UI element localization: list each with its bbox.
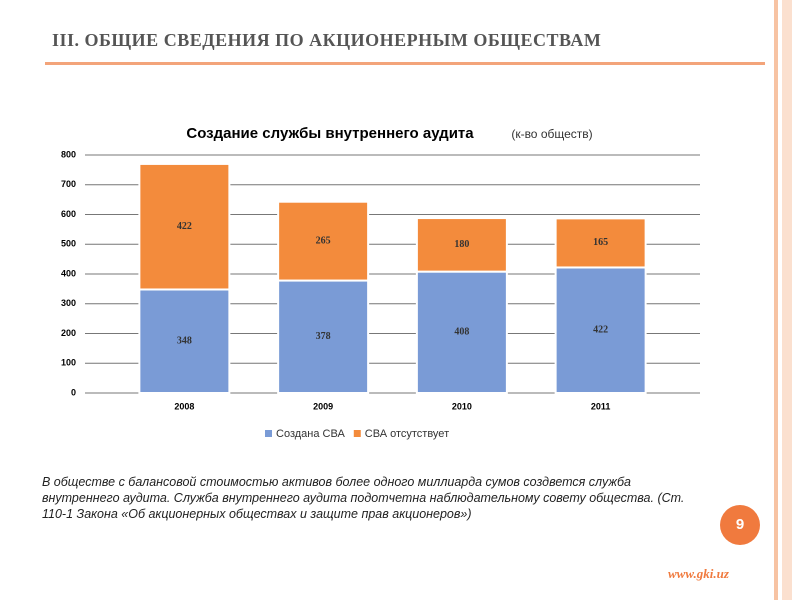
url: www.gki.uz: [668, 566, 729, 581]
value-label: 422: [177, 221, 192, 232]
note: В обществе с балансовой стоимостью актив…: [42, 475, 685, 521]
chart-title: Создание службы внутреннего аудита: [186, 125, 474, 142]
value-label: 422: [593, 325, 608, 336]
value-label: 265: [316, 235, 331, 246]
y-tick-label: 100: [61, 358, 76, 368]
chart-subtitle: (к-во обществ): [511, 127, 592, 141]
page-number: 9: [720, 505, 760, 545]
y-tick-label: 700: [61, 179, 76, 189]
bar-segment: [138, 288, 231, 394]
value-label: 408: [454, 327, 469, 338]
y-tick-label: 300: [61, 298, 76, 308]
y-tick-label: 200: [61, 328, 76, 338]
side-bar: [782, 0, 792, 600]
legend-label: Создана СВА: [276, 428, 345, 440]
value-label: 378: [316, 331, 331, 342]
legend-swatch: [353, 430, 361, 437]
y-tick-label: 400: [61, 268, 76, 278]
value-label: 180: [454, 239, 469, 250]
chart: Создание службы внутреннего аудита (к-во…: [61, 125, 700, 440]
y-tick-label: 500: [61, 239, 76, 249]
side-bar: [774, 0, 778, 600]
x-tick-label: 2011: [591, 401, 611, 411]
bar-segment: [415, 217, 508, 273]
bar-segment: [554, 217, 647, 269]
x-tick-label: 2010: [452, 401, 472, 411]
y-tick-label: 800: [61, 149, 76, 159]
y-tick-label: 0: [71, 387, 76, 397]
x-tick-label: 2009: [313, 401, 333, 411]
y-tick-label: 600: [61, 209, 76, 219]
value-label: 348: [177, 336, 192, 347]
x-tick-label: 2008: [174, 401, 194, 411]
bar-segment: [415, 270, 508, 394]
legend-swatch: [265, 430, 272, 437]
bar-segment: [277, 200, 370, 282]
bar-segment: [138, 162, 231, 291]
bar-segment: [277, 279, 370, 395]
slide-header: III. ОБЩИЕ СВЕДЕНИЯ ПО АКЦИОНЕРНЫМ ОБЩЕС…: [52, 30, 602, 50]
legend-label: СВА отсутствует: [365, 428, 449, 440]
header-rule: [45, 62, 765, 65]
value-label: 165: [593, 237, 608, 248]
